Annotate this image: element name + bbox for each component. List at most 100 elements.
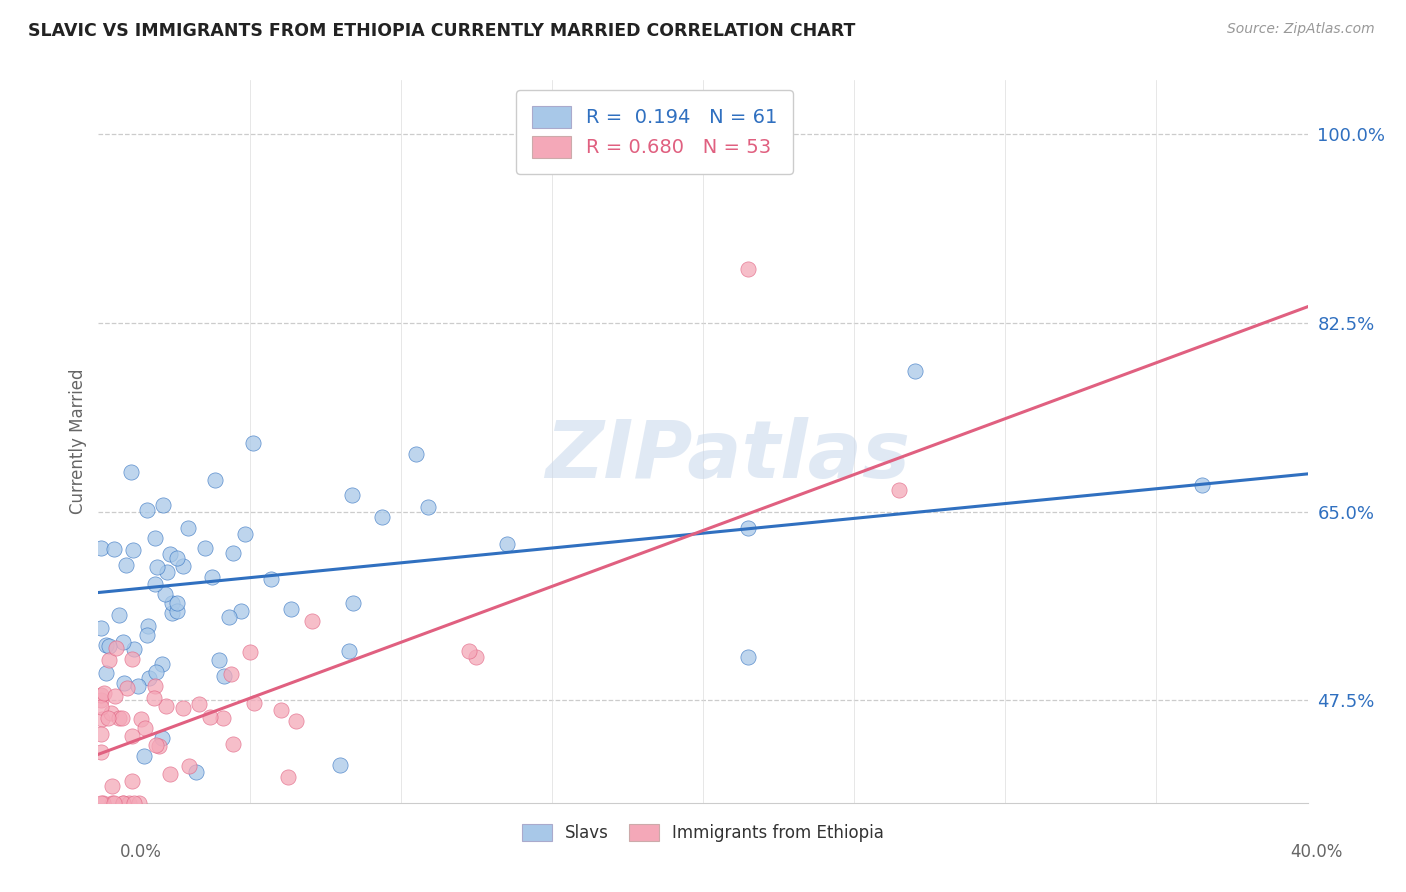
- Point: [904, 364, 927, 378]
- Point: [111, 711, 134, 725]
- Point: [121, 774, 143, 789]
- Point: [97, 711, 120, 725]
- Point: [184, 764, 207, 779]
- Point: [153, 587, 176, 601]
- Point: [337, 643, 360, 657]
- Point: [124, 642, 146, 657]
- Point: [127, 679, 149, 693]
- Point: [370, 510, 392, 524]
- Point: [495, 537, 517, 551]
- Point: [145, 665, 167, 679]
- Point: [155, 699, 177, 714]
- Point: [112, 796, 135, 810]
- Point: [103, 689, 125, 703]
- Point: [134, 748, 156, 763]
- Point: [166, 551, 188, 566]
- Point: [98, 653, 121, 667]
- Point: [166, 596, 188, 610]
- Point: [277, 770, 299, 784]
- Point: [90, 712, 112, 726]
- Point: [150, 657, 173, 671]
- Point: [204, 474, 226, 488]
- Point: [214, 669, 236, 683]
- Point: [90, 796, 112, 810]
- Point: [121, 542, 143, 557]
- Point: [231, 604, 253, 618]
- Point: [146, 560, 169, 574]
- Point: [115, 681, 138, 696]
- Point: [260, 572, 283, 586]
- Text: 40.0%: 40.0%: [1291, 843, 1343, 861]
- Point: [284, 714, 307, 728]
- Point: [129, 712, 152, 726]
- Point: [159, 547, 181, 561]
- Point: [108, 711, 131, 725]
- Text: Source: ZipAtlas.com: Source: ZipAtlas.com: [1227, 22, 1375, 37]
- Point: [90, 699, 112, 714]
- Point: [301, 615, 323, 629]
- Point: [405, 447, 427, 461]
- Point: [93, 796, 115, 810]
- Point: [160, 606, 183, 620]
- Point: [108, 607, 131, 622]
- Point: [93, 686, 115, 700]
- Point: [97, 639, 120, 653]
- Point: [177, 521, 200, 535]
- Text: 0.0%: 0.0%: [120, 843, 162, 861]
- Point: [143, 679, 166, 693]
- Point: [90, 746, 112, 760]
- Point: [166, 604, 188, 618]
- Point: [90, 688, 112, 702]
- Point: [416, 500, 439, 515]
- Point: [121, 465, 143, 479]
- Point: [94, 665, 117, 680]
- Point: [340, 487, 363, 501]
- Point: [143, 577, 166, 591]
- Point: [121, 651, 143, 665]
- Point: [201, 570, 224, 584]
- Point: [143, 531, 166, 545]
- Point: [737, 521, 759, 535]
- Legend: Slavs, Immigrants from Ethiopia: Slavs, Immigrants from Ethiopia: [515, 817, 891, 848]
- Point: [90, 727, 112, 741]
- Point: [148, 739, 170, 753]
- Point: [90, 622, 112, 636]
- Point: [100, 779, 122, 793]
- Point: [136, 619, 159, 633]
- Point: [233, 527, 256, 541]
- Point: [136, 628, 159, 642]
- Text: ZIPatlas: ZIPatlas: [544, 417, 910, 495]
- Point: [242, 436, 264, 450]
- Point: [103, 541, 125, 556]
- Point: [465, 650, 488, 665]
- Point: [280, 602, 302, 616]
- Point: [96, 638, 118, 652]
- Point: [212, 710, 235, 724]
- Point: [239, 645, 262, 659]
- Point: [218, 610, 240, 624]
- Point: [90, 693, 112, 707]
- Point: [208, 653, 231, 667]
- Point: [90, 541, 112, 556]
- Point: [128, 796, 150, 810]
- Point: [112, 675, 135, 690]
- Point: [152, 498, 174, 512]
- Point: [342, 597, 364, 611]
- Point: [159, 766, 181, 780]
- Point: [243, 696, 266, 710]
- Point: [156, 565, 179, 579]
- Point: [889, 483, 911, 497]
- Point: [124, 796, 146, 810]
- Point: [457, 644, 479, 658]
- Point: [1191, 477, 1213, 491]
- Y-axis label: Currently Married: Currently Married: [69, 368, 87, 515]
- Point: [198, 710, 221, 724]
- Point: [194, 541, 217, 556]
- Point: [135, 503, 157, 517]
- Point: [222, 546, 245, 560]
- Point: [188, 697, 211, 711]
- Point: [111, 635, 134, 649]
- Point: [150, 731, 173, 746]
- Point: [177, 759, 200, 773]
- Point: [737, 650, 759, 665]
